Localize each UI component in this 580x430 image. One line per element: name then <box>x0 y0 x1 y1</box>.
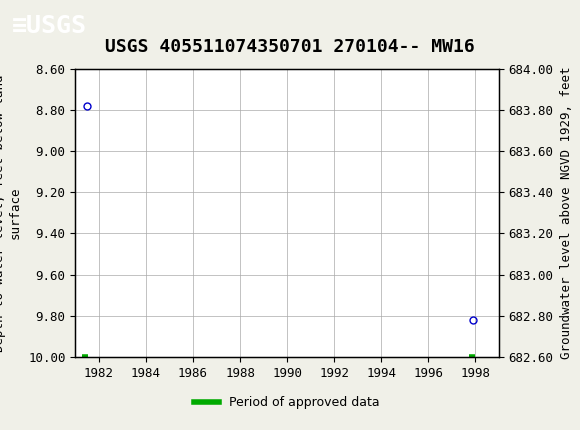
Y-axis label: Depth to water level, feet below land
surface: Depth to water level, feet below land su… <box>0 74 21 352</box>
Text: USGS 405511074350701 270104-- MW16: USGS 405511074350701 270104-- MW16 <box>105 38 475 56</box>
Y-axis label: Groundwater level above NGVD 1929, feet: Groundwater level above NGVD 1929, feet <box>560 67 574 359</box>
Legend: Period of approved data: Period of approved data <box>189 391 385 414</box>
Text: ≡USGS: ≡USGS <box>12 14 86 38</box>
